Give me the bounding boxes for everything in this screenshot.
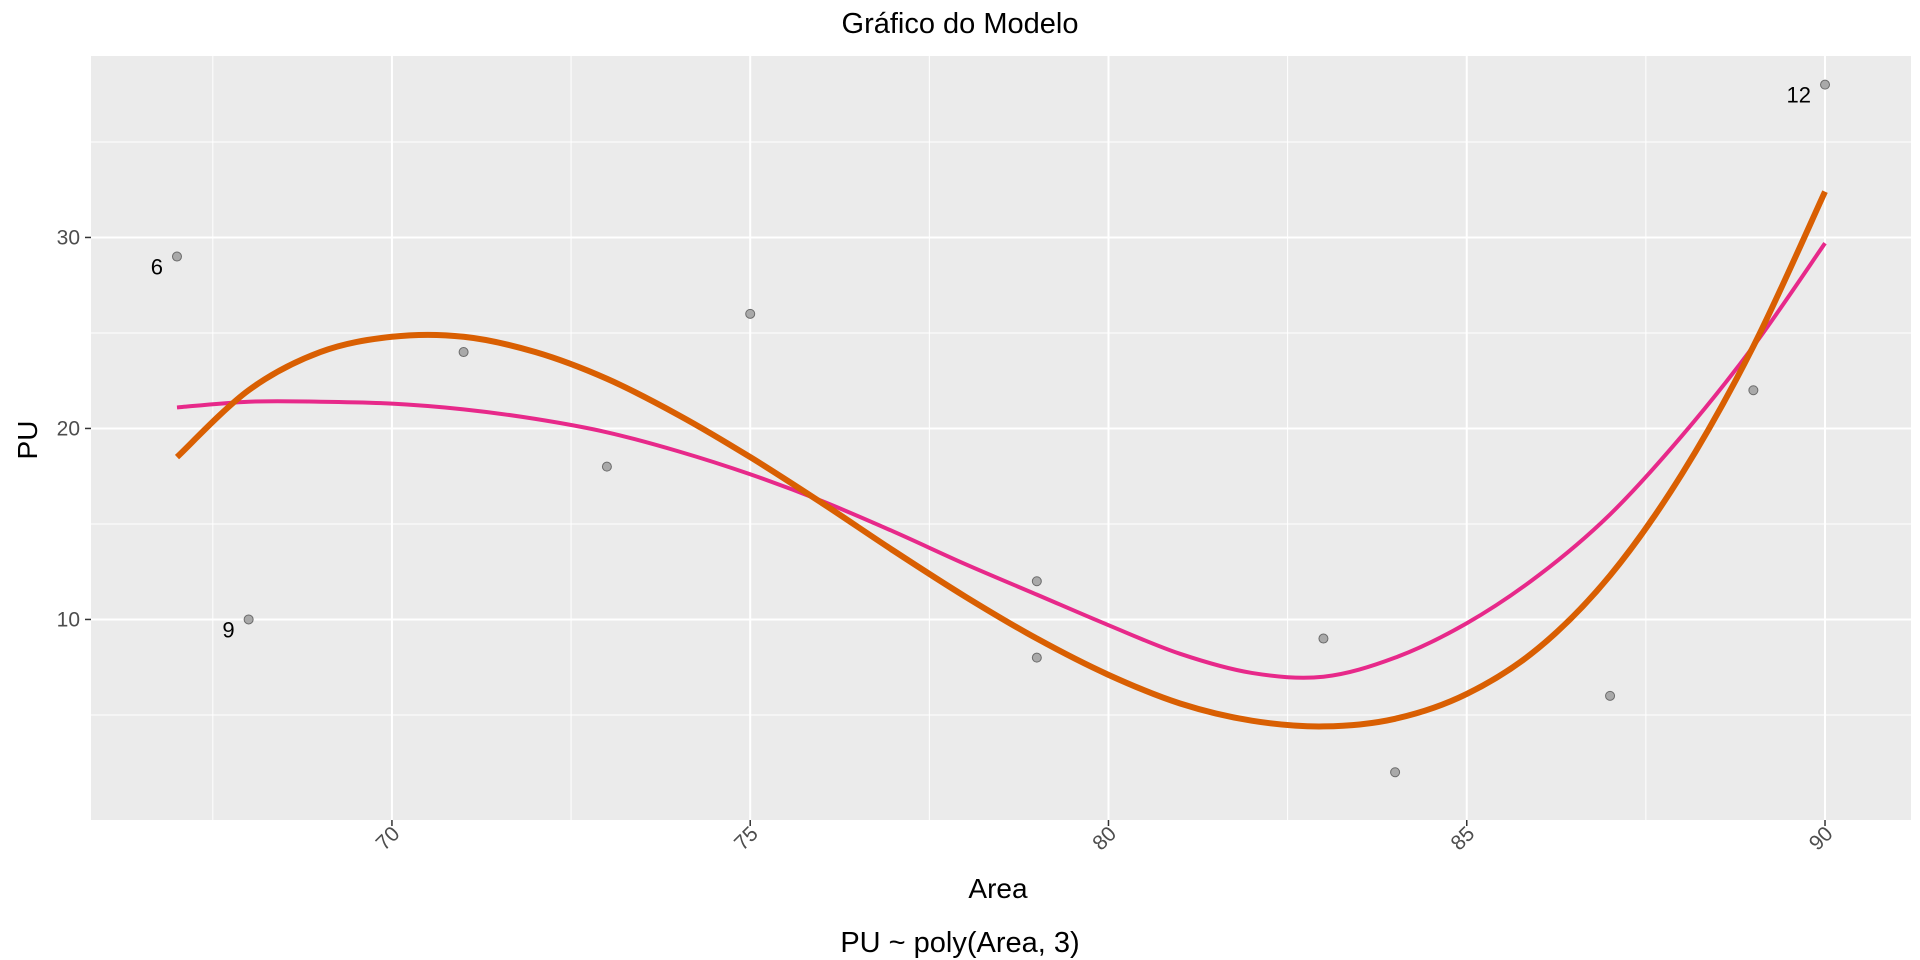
data-point xyxy=(1390,767,1401,778)
chart-title: Gráfico do Modelo xyxy=(842,8,1079,40)
minor-gridlines xyxy=(91,56,1911,820)
x-tick-label: 70 xyxy=(372,822,405,855)
x-tick-label: 85 xyxy=(1447,822,1480,855)
data-point xyxy=(601,461,612,472)
data-point xyxy=(1605,690,1616,701)
x-axis-title: Area xyxy=(968,873,1028,904)
x-tick-label: 80 xyxy=(1088,822,1121,855)
point-label: 12 xyxy=(1787,83,1811,108)
y-tick-label: 30 xyxy=(57,226,80,249)
point-labels: 6 9 12 xyxy=(151,83,1811,643)
data-points xyxy=(171,79,1831,778)
x-tick-label: 75 xyxy=(730,822,763,855)
y-axis-title: PU xyxy=(12,421,43,460)
data-point xyxy=(171,251,182,262)
data-point xyxy=(1318,633,1329,644)
x-tick-label: 90 xyxy=(1805,822,1838,855)
point-label: 6 xyxy=(151,255,163,280)
fit-curves xyxy=(174,190,1828,730)
data-point xyxy=(458,347,469,358)
caption: PU ~ poly(Area, 3) xyxy=(840,927,1079,959)
data-point xyxy=(1031,652,1042,663)
data-point xyxy=(1748,385,1759,396)
data-point xyxy=(1820,79,1831,90)
fit-curve-2 xyxy=(174,190,1828,730)
y-tick-label: 20 xyxy=(57,417,80,440)
data-point xyxy=(1031,576,1042,587)
data-point xyxy=(243,614,254,625)
point-label: 9 xyxy=(222,617,234,642)
data-point xyxy=(745,308,756,319)
fit-curve-1 xyxy=(176,242,1827,680)
y-tick-label: 10 xyxy=(57,608,80,631)
axis-ticks xyxy=(85,236,1826,826)
panel-background xyxy=(91,56,1911,820)
